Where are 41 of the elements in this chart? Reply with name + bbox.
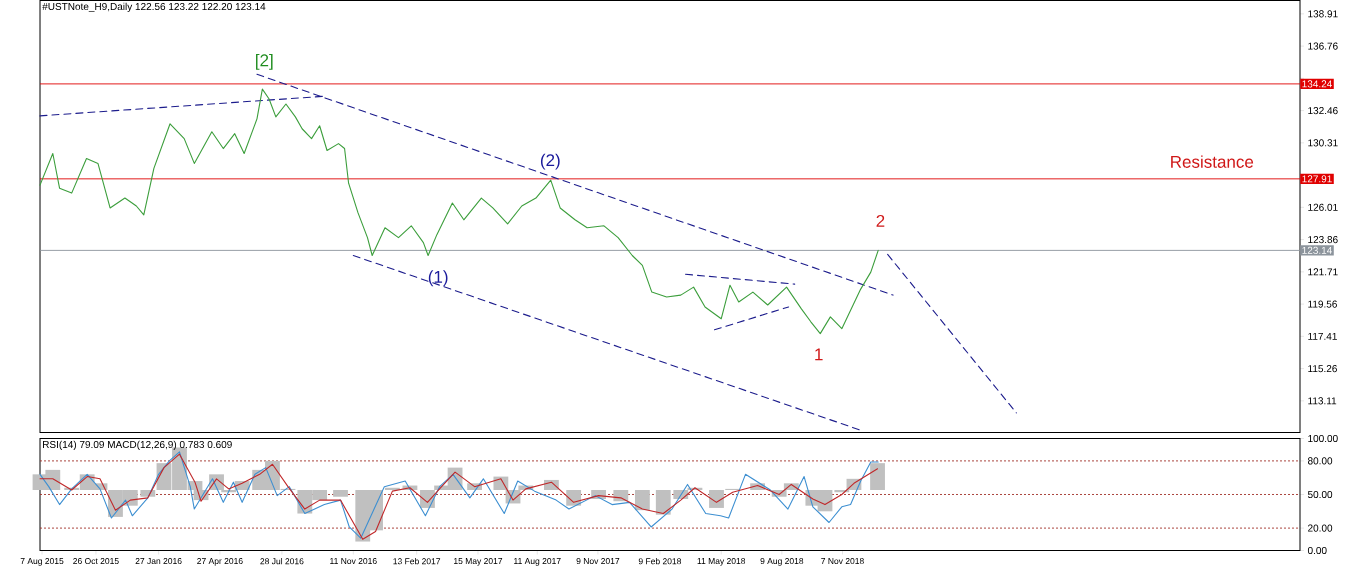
x-tick-label: 28 Jul 2016 xyxy=(260,558,304,565)
y-tick-label: 132.46 xyxy=(1308,107,1338,115)
y-tick-label: 80.00 xyxy=(1307,457,1333,465)
x-tick-label: 7 Nov 2018 xyxy=(821,558,864,565)
annotation: Resistance xyxy=(1171,155,1254,169)
chart-title: #USTNote_H9,Daily 122.56 123.22 122.20 123.14 xyxy=(42,2,266,13)
x-tick-label: 11 Aug 2017 xyxy=(514,558,561,566)
x-tick-label: 7 Aug 2015 xyxy=(20,558,64,566)
y-tick-label: 117.41 xyxy=(1308,333,1337,341)
x-tick-label: 11 May 2018 xyxy=(697,558,746,566)
y-tick-label: 119.56 xyxy=(1308,300,1337,308)
x-tick-label: 27 Jan 2016 xyxy=(135,558,182,565)
y-tick-label: 100.00 xyxy=(1308,435,1338,443)
y-tick-label: 130.31 xyxy=(1308,139,1338,147)
annotation: 2 xyxy=(876,215,885,227)
ref-line-label: 134.24 xyxy=(1302,80,1332,88)
annotation: [2] xyxy=(256,54,273,71)
y-tick-label: 0.00 xyxy=(1307,547,1327,555)
x-tick-label: 9 Aug 2018 xyxy=(760,558,804,566)
y-tick-label: 115.26 xyxy=(1308,365,1337,373)
y-tick-label: 20.00 xyxy=(1308,524,1333,532)
x-tick-label: 26 Oct 2015 xyxy=(73,558,119,565)
x-tick-label: 9 Feb 2018 xyxy=(638,558,682,565)
y-tick-label: 123.86 xyxy=(1308,236,1338,244)
x-tick-label: 15 May 2017 xyxy=(454,558,503,566)
annotation: (2) xyxy=(540,153,560,170)
x-tick-label: 13 Feb 2017 xyxy=(393,558,441,565)
x-tick-label: 11 Nov 2016 xyxy=(330,558,377,565)
ref-line-label: 123.14 xyxy=(1302,247,1332,255)
x-tick-label: 9 Nov 2017 xyxy=(576,558,620,565)
y-tick-label: 50.00 xyxy=(1307,491,1333,499)
y-tick-label: 113.11 xyxy=(1308,397,1337,405)
y-tick-label: 138.91 xyxy=(1308,10,1338,18)
x-tick-label: 27 Apr 2016 xyxy=(197,558,243,566)
y-tick-label: 121.71 xyxy=(1308,268,1338,276)
y-tick-label: 136.76 xyxy=(1308,42,1338,50)
annotation: (1) xyxy=(428,270,448,287)
annotation: 1 xyxy=(815,348,823,361)
y-tick-label: 126.01 xyxy=(1308,204,1338,212)
chart-title: RSI(14) 79.09 MACD(12,26,9) 0.783 0.609 xyxy=(43,440,232,451)
ref-line-label: 127.91 xyxy=(1302,175,1332,183)
